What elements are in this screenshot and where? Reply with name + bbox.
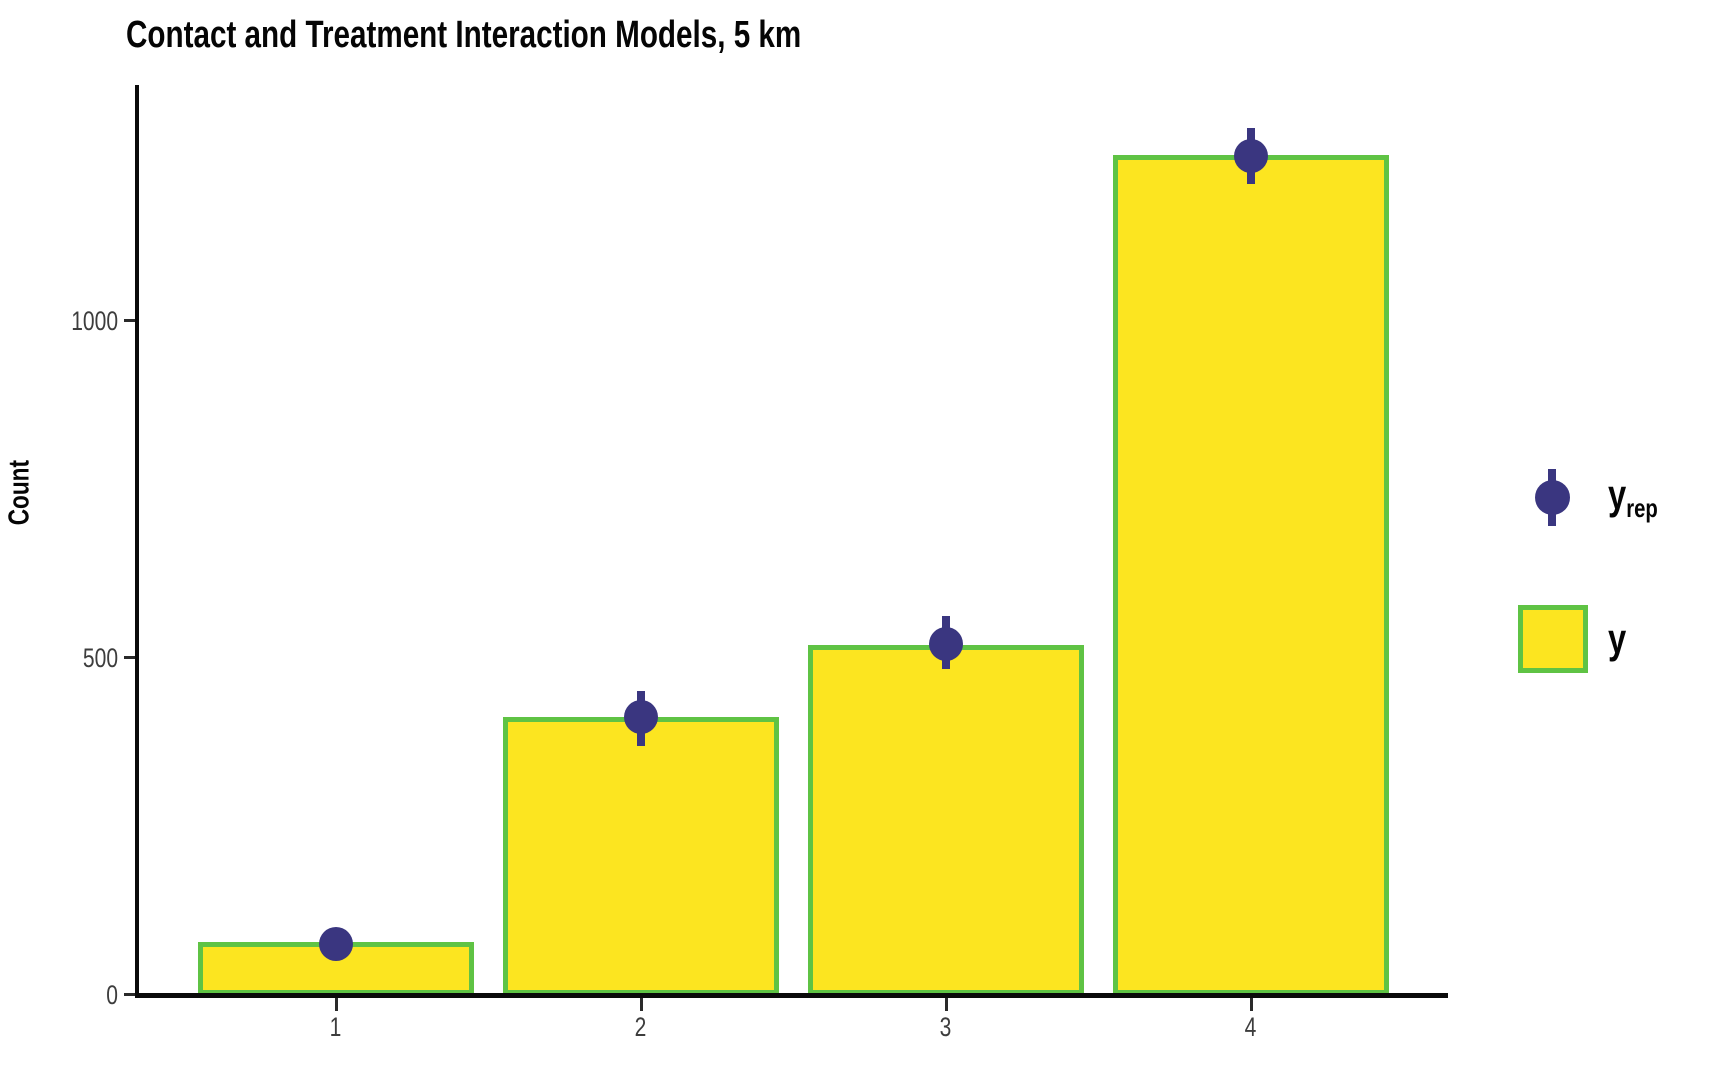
x-tick-label: 2 <box>635 1012 647 1042</box>
yrep-point-category-2 <box>624 699 658 734</box>
y-tick-label: 1000 <box>71 306 118 336</box>
legend-pointrange-dot <box>1535 480 1570 515</box>
x-tick-mark <box>945 998 948 1011</box>
x-tick-label: 1 <box>330 1012 342 1042</box>
legend-label-y: y <box>1608 615 1627 662</box>
x-tick-mark <box>335 998 338 1011</box>
x-tick-label: 4 <box>1245 1012 1257 1042</box>
yrep-point-category-4 <box>1234 138 1268 173</box>
x-tick-mark <box>1250 998 1253 1011</box>
chart-title-text: Contact and Treatment Interaction Models… <box>126 14 802 56</box>
x-tick-label: 3 <box>940 1012 952 1042</box>
x-axis-line <box>135 993 1448 998</box>
y-tick-label: 500 <box>82 643 118 673</box>
bar-y-category-2 <box>503 716 779 995</box>
y-axis-title: Count <box>4 383 37 603</box>
legend-label-yrep-sub: rep <box>1626 493 1658 523</box>
y-axis-line <box>135 85 139 997</box>
y-tick-mark <box>124 656 137 659</box>
legend-bar-swatch <box>1518 605 1588 673</box>
legend-label-yrep: yrep <box>1608 471 1658 523</box>
bar-y-category-4 <box>1113 154 1389 995</box>
yrep-point-category-1 <box>319 927 353 962</box>
y-tick-mark <box>124 319 137 322</box>
bar-y-category-3 <box>808 644 1084 995</box>
x-tick-mark <box>640 998 643 1011</box>
yrep-point-category-3 <box>929 626 963 661</box>
chart-title: Contact and Treatment Interaction Models… <box>126 14 992 57</box>
y-tick-label: 0 <box>106 980 118 1010</box>
y-tick-mark <box>124 993 137 996</box>
y-axis-title-text: Count <box>3 459 36 526</box>
